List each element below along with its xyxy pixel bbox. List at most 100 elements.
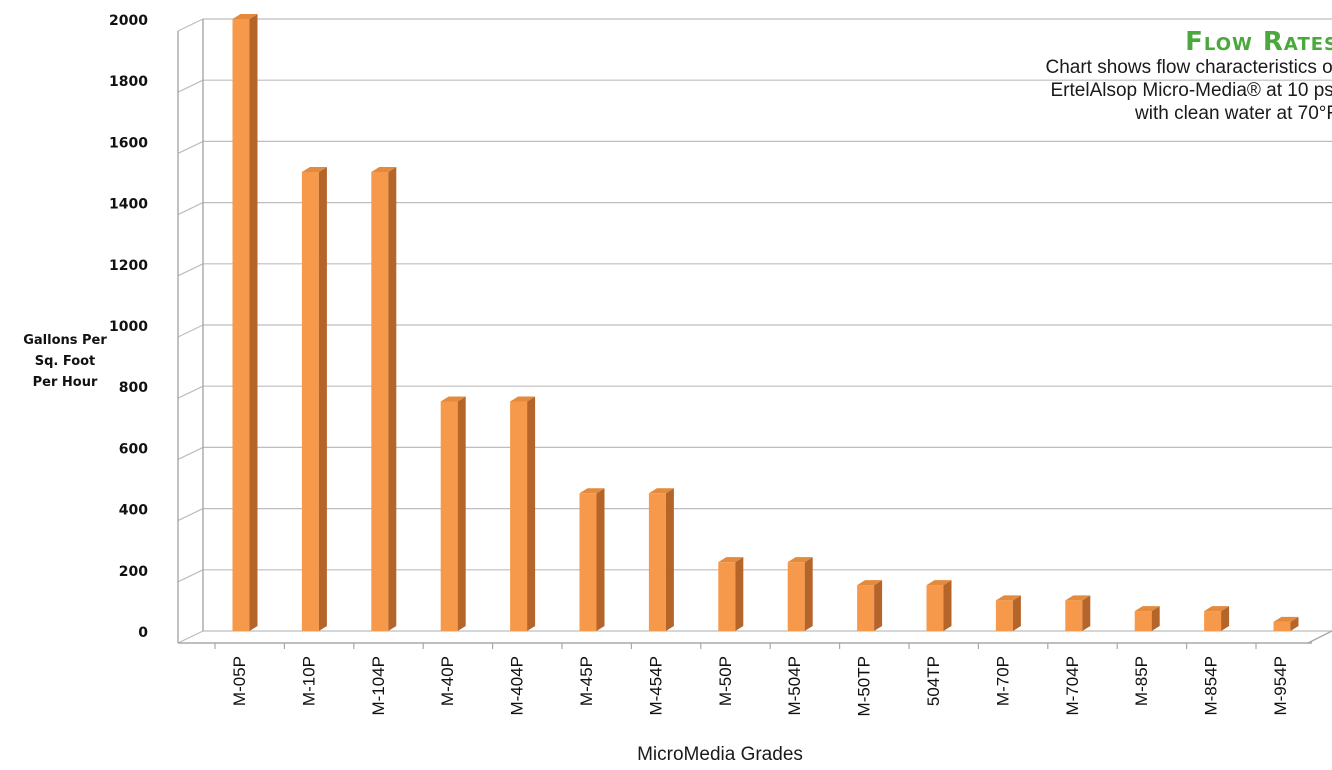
gridline-connector (177, 202, 204, 216)
bar (995, 595, 1021, 631)
bar-side (457, 396, 466, 631)
bar-side (527, 396, 536, 631)
bar (232, 14, 258, 631)
y-axis-label-line-1: Gallons Per (23, 333, 107, 348)
bar-front (995, 600, 1013, 631)
bar-top (648, 488, 674, 494)
bar-top (440, 396, 466, 402)
bar-front (648, 493, 666, 631)
x-tick-label: M-704P (1063, 656, 1082, 716)
x-tick-label: M-85P (1132, 656, 1151, 706)
x-tick-label: M-40P (438, 656, 457, 706)
bar-side (1012, 595, 1021, 631)
floor-edge (1307, 630, 1332, 644)
y-tick-label: 1200 (109, 258, 148, 274)
bar (648, 488, 674, 631)
gridline-connector (177, 263, 204, 277)
bar-top (1204, 606, 1230, 612)
x-tick-label: M-104P (369, 656, 388, 716)
y-tick-label: 1400 (109, 197, 148, 213)
bar-front (787, 562, 805, 631)
x-tick-label: M-404P (508, 656, 527, 716)
y-tick-label: 1000 (109, 319, 148, 335)
x-tick-label: 504TP (924, 656, 943, 706)
gridline-connector (177, 630, 204, 644)
x-tick-label: M-10P (299, 656, 318, 706)
bar-top (1273, 616, 1299, 622)
bar-front (301, 172, 319, 631)
bar-front (371, 172, 389, 631)
bar (371, 167, 397, 631)
bar-side (665, 488, 674, 631)
bar-front (232, 19, 250, 631)
bar-top (995, 595, 1021, 601)
chart-subtitle-line-3: with clean water at 70°F (1135, 103, 1332, 124)
y-tick-label: 1800 (109, 74, 148, 90)
bar-front (926, 585, 944, 631)
bar-side (596, 488, 605, 631)
title-block: Flow Rates Chart shows flow characterist… (868, 28, 1332, 125)
bar-side (1082, 595, 1091, 631)
bar (1273, 616, 1299, 631)
bar-front (718, 562, 736, 631)
bar-top (579, 488, 605, 494)
x-tick-label: M-504P (785, 656, 804, 716)
bar-side (1290, 616, 1299, 631)
gridline-connector (177, 324, 204, 338)
bar-top (1134, 606, 1160, 612)
bar-side (388, 167, 397, 631)
y-tick-label: 0 (138, 625, 148, 641)
gridline-connector (177, 79, 204, 93)
x-tick-label: M-05P (230, 656, 249, 706)
chart-subtitle-line-2: ErtelAlsop Micro-Media® at 10 psi (1050, 80, 1332, 101)
bar-front (1065, 600, 1083, 631)
x-tick-label: M-50P (716, 656, 735, 706)
bar-front (440, 401, 458, 631)
y-tick-label: 800 (119, 380, 148, 396)
bar-side (874, 580, 883, 631)
bars (232, 14, 1299, 631)
bar (787, 557, 813, 631)
axes (177, 19, 1332, 649)
gridline-connector (177, 569, 204, 583)
x-tick-label: M-70P (993, 656, 1012, 706)
x-axis-label: MicroMedia Grades (637, 744, 803, 765)
gridline-connector (177, 18, 204, 32)
bar-top (857, 580, 883, 586)
bar-top (718, 557, 744, 563)
bar-side (943, 580, 952, 631)
x-tick-label: M-45P (577, 656, 596, 706)
y-tick-label: 400 (119, 503, 148, 519)
bar-side (735, 557, 744, 631)
y-axis-label: Gallons Per Sq. Foot Per Hour (6, 330, 124, 393)
y-tick-label: 1600 (109, 135, 148, 151)
gridline-connector (177, 446, 204, 460)
bar-top (1065, 595, 1091, 601)
gridline-connector (177, 508, 204, 522)
bar-front (510, 401, 528, 631)
x-tick-label: M-954P (1271, 656, 1290, 716)
x-tick-label: M-454P (646, 656, 665, 716)
bar (926, 580, 952, 631)
bar-front (1134, 611, 1152, 631)
bar-side (249, 14, 258, 631)
bar-side (804, 557, 813, 631)
bar-front (1273, 621, 1291, 631)
bar (301, 167, 327, 631)
bar (1065, 595, 1091, 631)
x-tick-labels: M-05P M-10P M-104P M-40P M-404P M-45P M-454P M-… (230, 656, 1290, 716)
bar (857, 580, 883, 631)
y-tick-label: 200 (119, 564, 148, 580)
bar-top (371, 167, 397, 172)
bar-side (1221, 606, 1230, 631)
y-tick-label: 600 (119, 441, 148, 457)
bar-top (926, 580, 952, 586)
bar-top (301, 167, 327, 172)
bar (1204, 606, 1230, 631)
bar-front (1204, 611, 1222, 631)
x-tick-label: M-50TP (855, 656, 874, 716)
bar (510, 396, 536, 631)
bar (1134, 606, 1160, 631)
bar-top (787, 557, 813, 563)
